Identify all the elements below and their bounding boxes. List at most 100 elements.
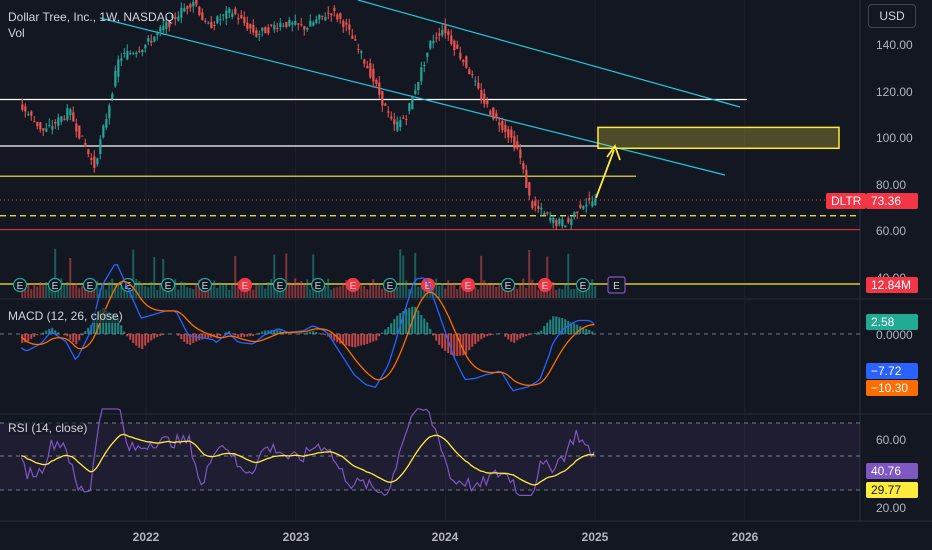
candle-body [531, 201, 534, 208]
macd-histogram-bar [522, 334, 525, 338]
candle-body [111, 93, 114, 100]
macd-histogram-bar [129, 334, 132, 340]
volume-bar [186, 287, 189, 298]
macd-histogram-bar [273, 330, 276, 334]
candle-body [450, 35, 453, 44]
volume-bar [441, 283, 444, 298]
macd-histogram-bar [336, 334, 339, 343]
volume-bar [570, 288, 573, 298]
candle-body [345, 22, 348, 25]
candle-body [492, 107, 495, 120]
candle-body [561, 219, 564, 226]
candle-body [78, 125, 81, 139]
macd-histogram-bar [138, 334, 141, 348]
macd-title[interactable]: MACD (12, 26, close) [8, 309, 123, 323]
volume-bar [420, 286, 423, 298]
candle-body [240, 15, 243, 19]
candle-body [522, 163, 525, 170]
candle-body [441, 29, 444, 36]
macd-histogram-bar [234, 334, 237, 336]
volume-bar [342, 282, 345, 298]
candle-body [213, 24, 216, 26]
volume-bar [183, 282, 186, 298]
candle-body [423, 64, 426, 66]
macd-histogram-bar [279, 330, 282, 334]
volume-bar [336, 287, 339, 298]
macd-histogram-bar [561, 317, 564, 334]
volume-bar [51, 287, 54, 298]
macd-zero-tick: 0.0000 [876, 328, 913, 342]
volume-bar [33, 282, 36, 298]
time-tick-2025: 2025 [581, 530, 609, 544]
candle-body [585, 204, 588, 207]
macd-histogram-bar [360, 334, 363, 346]
candle-body [156, 32, 159, 36]
candle-body [390, 116, 393, 119]
candle-body [384, 103, 387, 106]
macd-histogram-bar [333, 334, 336, 341]
macd-histogram-bar [117, 317, 120, 334]
candle-body [84, 142, 87, 147]
macd-histogram-bar [345, 334, 348, 346]
candle-body [486, 100, 489, 105]
volume-bar [378, 285, 381, 298]
ticker-tag: DLTR [826, 193, 867, 209]
rsi-title[interactable]: RSI (14, close) [8, 421, 88, 435]
macd-histogram-bar [459, 334, 462, 356]
macd-histogram-bar [357, 334, 360, 347]
candle-body [537, 206, 540, 210]
volume-bar [402, 255, 405, 298]
macd-histogram-bar [555, 316, 558, 334]
macd-histogram-bar [69, 334, 72, 340]
macd-histogram-bar [66, 334, 69, 337]
macd-histogram-bar [300, 333, 303, 334]
volume-bar [594, 285, 597, 298]
candle-body [147, 37, 150, 42]
price-tick-120: 120.00 [876, 85, 913, 99]
candle-body [207, 22, 210, 24]
volume-bar [144, 286, 147, 298]
earnings-marker-label: E [87, 281, 94, 292]
macd-histogram-bar [504, 334, 507, 337]
volume-bar [174, 279, 177, 298]
volume-bar [357, 284, 360, 298]
time-tick-2024: 2024 [431, 530, 459, 544]
volume-bar [228, 289, 231, 298]
volume-bar [486, 283, 489, 298]
volume-bar [573, 289, 576, 298]
volume-bar [192, 289, 195, 298]
candle-body [75, 123, 78, 132]
candle-body [276, 28, 279, 30]
candle-body [333, 7, 336, 12]
volume-bar [549, 282, 552, 298]
volume-bar [417, 286, 420, 298]
candle-body [558, 218, 561, 225]
candle-body [555, 220, 558, 227]
currency-button[interactable]: USD [868, 4, 916, 28]
macd-histogram-bar [156, 334, 159, 338]
volume-bar [207, 289, 210, 298]
macd-histogram-bar [276, 329, 279, 334]
candle-body [516, 141, 519, 149]
macd-histogram-bar [363, 334, 366, 345]
macd-histogram-bar [489, 334, 492, 336]
volume-bar [501, 282, 504, 298]
candle-body [513, 136, 516, 149]
candle-body [138, 51, 141, 53]
volume-bar [105, 289, 108, 298]
macd-histogram-bar [585, 328, 588, 334]
macd-histogram-bar [462, 334, 465, 356]
volume-bar [327, 278, 330, 298]
macd-histogram-bar [51, 327, 54, 334]
macd-histogram-bar [93, 319, 96, 334]
candle-body [42, 128, 45, 131]
earnings-marker-label: E [505, 281, 512, 292]
candle-body [45, 128, 48, 132]
volume-bar [162, 258, 165, 298]
volume-bar [177, 289, 180, 298]
candle-body [291, 22, 294, 25]
candle-body [504, 125, 507, 132]
volume-bar [147, 287, 150, 298]
volume-bar [546, 256, 549, 298]
